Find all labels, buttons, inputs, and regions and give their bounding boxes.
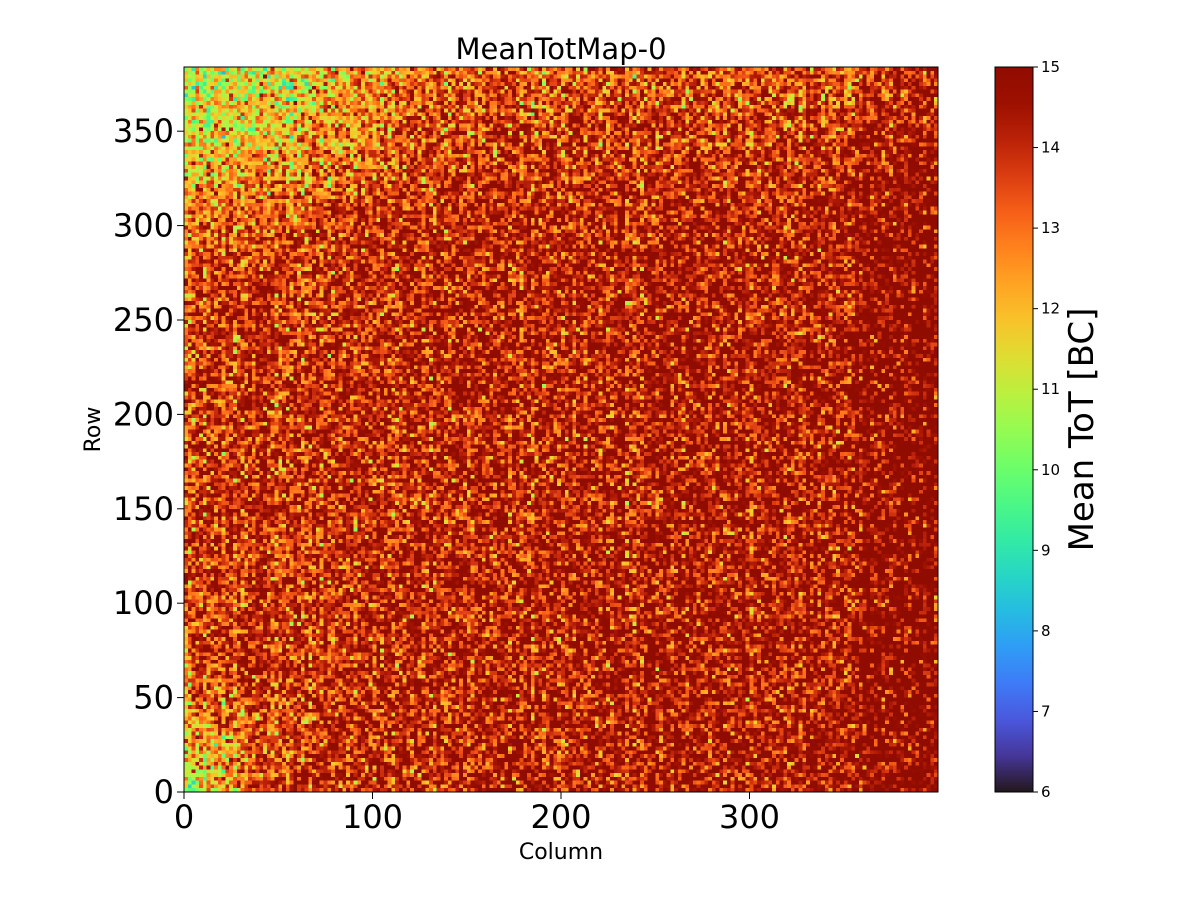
- colorbar-ticks: 6 7 8 9 10 11 12 13 14 15: [1033, 58, 1060, 801]
- colorbar-tick-label: 6: [1041, 783, 1051, 801]
- colorbar-tick-label: 7: [1041, 702, 1051, 720]
- chart-title: MeanTotMap-0: [455, 32, 666, 66]
- x-tick-label: 100: [342, 798, 403, 836]
- x-axis: 0 100 200 300: [174, 792, 780, 836]
- y-tick-label: 0: [154, 773, 174, 811]
- y-tick-label: 350: [113, 112, 174, 150]
- colorbar: [994, 66, 1034, 793]
- y-axis-label: Row: [81, 407, 106, 453]
- y-tick-label: 300: [113, 207, 174, 245]
- x-tick-label: 0: [174, 798, 194, 836]
- colorbar-tick-label: 15: [1041, 58, 1060, 76]
- colorbar-tick-label: 14: [1041, 139, 1060, 157]
- y-axis: 0 50 100 150 200 250 300 350: [113, 112, 184, 811]
- colorbar-tick-label: 8: [1041, 622, 1051, 640]
- x-tick-label: 200: [530, 798, 591, 836]
- colorbar-tick-label: 10: [1041, 461, 1060, 479]
- heatmap-image: [184, 67, 938, 792]
- y-tick-label: 250: [113, 301, 174, 339]
- x-axis-label: Column: [519, 840, 603, 865]
- colorbar-tick-label: 9: [1041, 541, 1051, 559]
- colorbar-tick-label: 11: [1041, 380, 1060, 398]
- y-tick-label: 150: [113, 490, 174, 528]
- colorbar-tick-label: 12: [1041, 300, 1060, 318]
- y-tick-label: 50: [133, 679, 174, 717]
- heatmap-area: [184, 67, 938, 792]
- y-tick-label: 100: [113, 584, 174, 622]
- y-tick-label: 200: [113, 395, 174, 433]
- x-tick-label: 300: [719, 798, 780, 836]
- colorbar-label: Mean ToT [BC]: [1062, 308, 1102, 552]
- colorbar-tick-label: 13: [1041, 219, 1060, 237]
